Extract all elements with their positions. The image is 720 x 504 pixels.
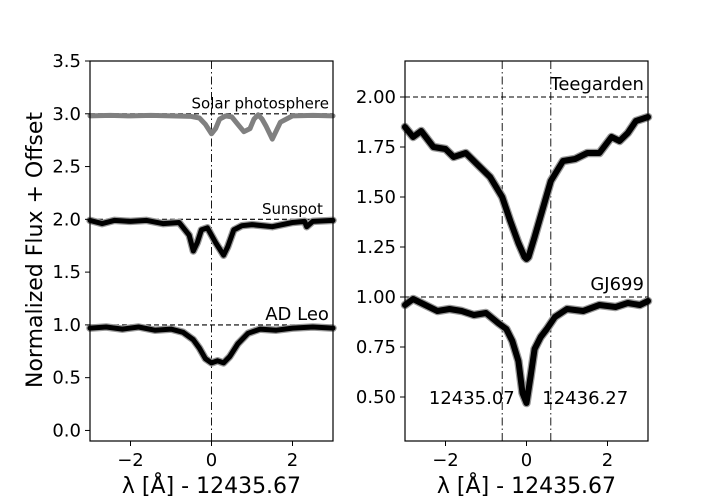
left-xtick-label-1: 0 — [206, 450, 217, 471]
right-annotation-2: 12435.07 — [429, 388, 515, 409]
left-annotation-2: AD Leo — [265, 304, 329, 325]
gj699-series-line — [402, 296, 651, 406]
left-ytick-label-3: 1.5 — [52, 262, 81, 283]
teegarden-series-line — [402, 114, 651, 262]
left-annotation-1: Sunspot — [262, 200, 323, 218]
left-xtick-label-0: −2 — [117, 450, 144, 471]
right-ytick-label-2: 1.00 — [356, 287, 396, 308]
left-ytick-label-2: 1.0 — [52, 315, 81, 336]
left-ytick-label-0: 0.0 — [52, 420, 81, 441]
sunspot-series-line — [87, 217, 336, 258]
right-ytick-label-5: 1.75 — [356, 137, 396, 158]
right-ytick-label-4: 1.50 — [356, 187, 396, 208]
left-ytick-label-1: 0.5 — [52, 368, 81, 389]
left-xlabel: λ [Å] - 12435.67 — [122, 472, 301, 499]
ad-leo-series-line — [87, 324, 336, 366]
right-annotation-1: GJ699 — [590, 274, 644, 295]
left-ytick-label-5: 2.5 — [52, 157, 81, 178]
left-xtick-label-2: 2 — [287, 450, 298, 471]
left-panel: Solar photosphere Sunspot AD Leo −2 0 2 0.0 0.5… — [52, 51, 337, 499]
right-ytick-label-3: 1.25 — [356, 237, 396, 258]
left-ytick-label-7: 3.5 — [52, 51, 81, 72]
right-annotation-0: Teegarden — [549, 74, 644, 95]
solar-photosphere-series-line — [87, 112, 336, 142]
left-annotation-0: Solar photosphere — [192, 95, 329, 113]
right-annotation-3: 12436.27 — [542, 388, 628, 409]
right-ytick-label-0: 0.50 — [356, 387, 396, 408]
left-ytick-label-4: 2.0 — [52, 209, 81, 230]
right-panel: Teegarden GJ699 12435.07 12436.27 −2 0 2 0.50 0.… — [356, 60, 653, 499]
right-ytick-label-1: 0.75 — [356, 337, 396, 358]
right-xtick-label-1: 0 — [521, 450, 532, 471]
right-ytick-label-6: 2.00 — [356, 87, 396, 108]
left-ytick-label-6: 3.0 — [52, 104, 81, 125]
right-xlabel: λ [Å] - 12435.67 — [437, 472, 616, 499]
right-xtick-label-0: −2 — [432, 450, 459, 471]
right-xtick-label-2: 2 — [602, 450, 613, 471]
figure-ylabel: Normalized Flux + Offset — [23, 112, 48, 388]
